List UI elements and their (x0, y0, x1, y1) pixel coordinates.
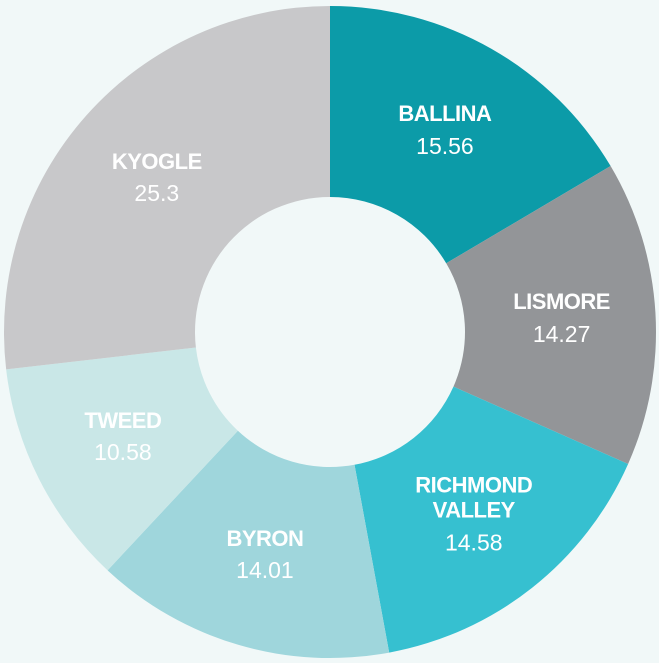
donut-slice (446, 166, 656, 464)
value-label: 10.58 (94, 438, 152, 465)
slice-label: BYRON 14.01 (190, 526, 340, 584)
value-label: 14.01 (236, 557, 294, 584)
slice-label: RICHMOND VALLEY 14.58 (399, 473, 549, 556)
value-label: 14.27 (532, 320, 591, 347)
category-label: TWEED (84, 407, 162, 433)
donut-slice (107, 430, 390, 658)
category-label: BALLINA (398, 101, 492, 127)
donut-slice (3, 6, 330, 370)
donut-slice (354, 386, 629, 653)
slice-label: BALLINA 15.56 (370, 102, 520, 160)
category-label: BYRON (226, 525, 304, 551)
value-label: 15.56 (416, 132, 474, 159)
slice-label: KYOGLE 25.3 (82, 149, 232, 207)
value-label: 25.3 (134, 180, 180, 207)
category-label: LISMORE (513, 289, 610, 315)
category-label: RICHMOND VALLEY (415, 472, 533, 523)
donut-slice (6, 347, 238, 571)
donut-slice (330, 6, 611, 264)
value-label: 14.58 (444, 529, 503, 556)
category-label: KYOGLE (111, 148, 202, 174)
slice-label: LISMORE 14.27 (487, 290, 637, 348)
slice-label: TWEED 10.58 (48, 408, 198, 466)
